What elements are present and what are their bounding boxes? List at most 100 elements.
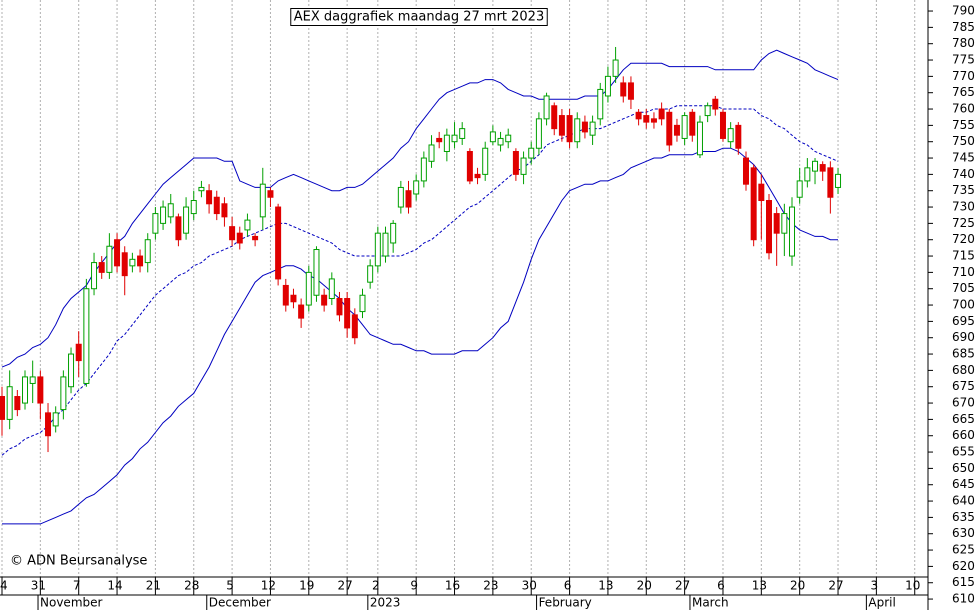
candle-body [696,121,703,156]
candle-body [704,105,711,117]
candle-body [558,115,565,136]
candle-body [313,249,320,296]
candle-body [336,298,343,316]
x-tick-label: 14 [107,579,122,593]
x-tick-label: 7 [73,579,81,593]
y-tick-label: 780 [952,36,975,50]
candle-body [259,183,266,218]
x-tick-label: 27 [338,579,353,593]
candle-body [566,115,573,143]
y-tick-label: 770 [952,69,975,83]
x-tick-label: 19 [299,579,314,593]
y-tick-label: 775 [952,53,975,67]
candle-body [666,111,673,146]
candle-body [390,222,397,244]
candle-body [367,265,374,283]
candle-body [512,151,519,175]
candle-body [167,203,174,218]
y-tick-label: 660 [952,428,975,442]
candle-body [758,183,765,202]
y-tick-label: 655 [952,445,975,459]
candle-body [183,206,190,234]
candle-body [52,412,59,427]
y-tick-label: 650 [952,461,975,475]
x-tick-label: 6 [717,579,725,593]
candle-body [773,213,780,234]
candle-body [0,396,5,420]
candle-body [351,314,358,339]
chart-title: AEX daggrafiek maandag 27 mrt 2023 [294,10,544,25]
y-tick-label: 685 [952,347,975,361]
candle-body [206,190,213,205]
candle-body [627,82,634,100]
candle-body [742,157,749,185]
y-tick-label: 640 [952,494,975,508]
candle-body [137,255,144,267]
candle-body [466,151,473,182]
candle-body [650,118,657,123]
candle-body [98,262,105,273]
candle-body [397,186,404,208]
candle-body [236,232,243,244]
candle-body [635,111,642,120]
candle-body [835,173,842,188]
plot-area [0,0,916,577]
y-tick-label: 745 [952,151,975,165]
candle-body [420,157,427,182]
candle-body [244,219,251,231]
candle-body [221,203,228,218]
band-line [1,49,839,368]
candle-body [160,206,167,224]
y-tick-label: 715 [952,249,975,263]
candle-body [827,167,834,198]
candle-body [597,88,604,120]
x-tick-label: 30 [522,579,537,593]
y-tick-label: 720 [952,232,975,246]
candle-body [520,157,527,175]
candle-body [413,180,420,195]
y-tick-label: 670 [952,396,975,410]
y-tick-label: 610 [952,592,975,606]
candle-body [474,173,481,179]
candle-body [489,131,496,143]
month-label: 2023 [370,596,401,610]
x-tick-label: 12 [261,579,276,593]
candle-body [658,108,665,120]
candle-body [144,239,151,264]
y-tick-label: 750 [952,134,975,148]
candle-body [528,147,535,159]
credit: © ADN Beursanalyse [10,554,147,569]
candle-body [443,134,450,153]
y-tick-label: 725 [952,216,975,230]
candle-body [275,206,282,280]
x-tick-label: 16 [445,579,460,593]
candle-body [719,111,726,139]
month-label: April [868,596,895,610]
candle-body [29,376,36,384]
x-tick-label: 27 [828,579,843,593]
candle-body [114,239,121,267]
candle-body [359,294,366,313]
month-label: February [539,596,592,610]
candle-body [436,137,443,143]
candle-body [689,111,696,136]
candle-body [712,98,719,110]
candle-body [152,213,159,234]
candle-body [37,376,44,404]
candle-body [374,232,381,267]
candle-body [612,59,619,77]
candle-body [6,386,13,420]
candle-body [175,216,182,241]
candle-body [428,144,435,162]
y-tick-label: 705 [952,281,975,295]
x-tick-label: 9 [410,579,418,593]
candle-body [267,190,274,198]
x-tick-label: 23 [483,579,498,593]
y-tick-label: 735 [952,183,975,197]
y-tick-label: 630 [952,526,975,540]
candle-body [589,121,596,136]
y-tick-label: 675 [952,379,975,393]
candle-body [83,288,90,384]
candle-body [213,196,220,215]
